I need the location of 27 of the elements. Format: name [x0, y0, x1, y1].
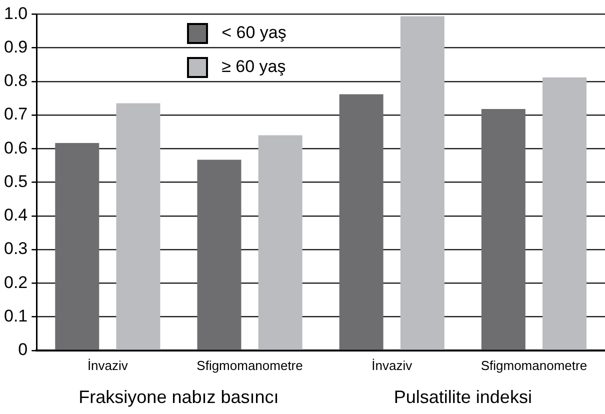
y-tick-label: 0.1 [4, 306, 28, 326]
y-tick-label: 0.4 [4, 206, 28, 225]
bar [55, 142, 100, 350]
y-tick-label: 0 [18, 340, 28, 360]
y-tick-label: 0.5 [4, 172, 28, 191]
bar [400, 16, 444, 350]
y-tick-label: 0.7 [4, 104, 28, 124]
x-tick-label: Sfigmomanometre [196, 358, 303, 373]
bar [258, 135, 302, 350]
y-tick-label: 1.0 [4, 4, 28, 23]
x-tick-label: İnvaziv [372, 358, 413, 373]
y-tick-label: 0.6 [4, 138, 28, 158]
bar [197, 160, 242, 350]
y-tick-label: 0.3 [4, 239, 28, 258]
text: Pulsatilite indeksi [394, 386, 532, 407]
y-tick-label: 0.9 [4, 38, 28, 57]
text: Fraksiyone nabız basıncı [78, 386, 279, 407]
bar [116, 103, 160, 350]
legend-label: < 60 yaş [222, 23, 286, 44]
bar [339, 94, 384, 350]
legend-label: ≥ 60 yaş [222, 57, 286, 78]
x-tick-label: İnvaziv [87, 358, 128, 373]
bar [481, 109, 526, 350]
x-tick-label: Sfigmomanometre [480, 358, 588, 373]
y-tick-label: 0.8 [4, 71, 28, 90]
bar [542, 77, 586, 350]
y-tick-label: 0.2 [4, 272, 28, 292]
